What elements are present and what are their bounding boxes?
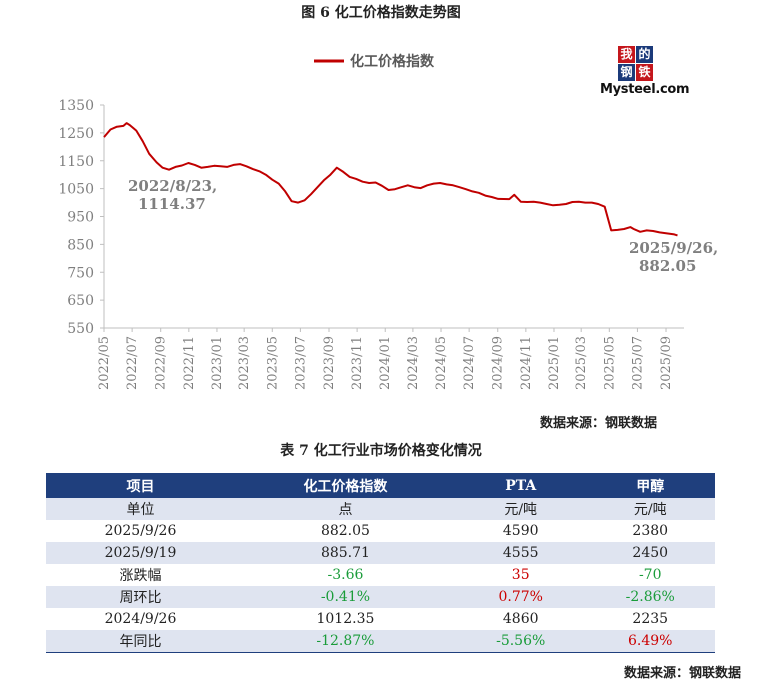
table-cell: 4555 — [455, 542, 586, 564]
x-tick-label: 2024/11 — [519, 336, 534, 390]
table-cell: 涨跌幅 — [119, 568, 162, 584]
figure-title: 图 6 化工价格指数走势图 — [301, 5, 461, 21]
chart-marks — [103, 122, 678, 237]
table-cell: 点 — [234, 498, 456, 520]
table-row: 年同比 -12.87% -5.56% 6.49% — [46, 630, 715, 653]
table-cell: -12.87% — [234, 630, 456, 653]
x-tick-label: 2023/03 — [237, 336, 252, 390]
x-tick-label: 2022/07 — [125, 336, 140, 390]
table-cell: 年同比 — [46, 630, 235, 653]
x-tick-label: 2023/11 — [350, 336, 365, 390]
chart-source: 数据来源：钢联数据 — [540, 416, 658, 431]
table-cell: 2380 — [632, 523, 669, 539]
table-cell: 单位 — [46, 498, 235, 520]
line-chart: 化工价格指数 550 650 750 850 950 1050 1150 1250 1350 20… — [58, 53, 718, 390]
chart-legend: 化工价格指数 — [314, 53, 435, 70]
annotation-label: 2022/8/23, — [128, 177, 217, 195]
x-tick-label: 2025/05 — [602, 336, 617, 390]
annotation-label: 2025/9/26, — [629, 239, 718, 257]
table-cell: 0.77% — [455, 586, 586, 608]
table-cell: 882.05 — [320, 523, 370, 539]
y-tick-label: 650 — [67, 293, 94, 309]
y-tick-label: 950 — [67, 210, 94, 226]
table-cell: -0.41% — [234, 586, 456, 608]
table-header-cell: 项目 — [46, 473, 235, 498]
annotation-label: 1114.37 — [138, 195, 206, 213]
x-tick-label: 2024/01 — [378, 336, 393, 390]
table-cell: 4590 — [502, 523, 539, 539]
table-header-cell: 化工价格指数 — [234, 473, 456, 498]
table-row: 2024/9/26 1012.35 4860 2235 — [46, 608, 715, 630]
y-tick-label: 1150 — [58, 154, 94, 170]
table-cell: 2450 — [585, 542, 715, 564]
table-cell: -3.66 — [327, 567, 364, 583]
annotation-label: 882.05 — [639, 257, 696, 275]
x-tick-label: 2025/09 — [659, 336, 674, 390]
table-row: 周环比 -0.41% 0.77% -2.86% — [46, 586, 715, 608]
x-tick-label: 2024/05 — [434, 336, 449, 390]
y-tick-label: 1250 — [58, 126, 94, 142]
price-change-table: 项目 化工价格指数 PTA 甲醇 单位点元/吨 元/吨 2025/9/26 882.0… — [46, 473, 715, 653]
table-row: 2025/9/26 882.05 4590 2380 — [46, 520, 715, 542]
chart-annotations: 2022/8/23,1114.37 2025/9/26,882.05 — [128, 177, 718, 275]
logo-cell: 钢 — [618, 64, 635, 81]
table-cell: 2025/9/26 — [104, 523, 177, 539]
table-title: 表 7 化工行业市场价格变化情况 — [280, 443, 482, 459]
y-tick-label: 750 — [67, 265, 94, 281]
table-header-cell: PTA — [455, 473, 586, 498]
mysteel-logo: 我 的 钢 铁 Mysteel.com — [600, 46, 690, 100]
table-body: 单位点元/吨 元/吨 2025/9/26 882.05 4590 2380 2025/9/1… — [46, 498, 715, 653]
series-line — [103, 122, 678, 237]
x-tick-label: 2023/07 — [293, 336, 308, 390]
logo-cell: 我 — [618, 46, 635, 63]
table-cell: 2024/9/26 — [104, 611, 177, 627]
table-cell: 2025/9/19 — [46, 542, 235, 564]
x-tick-label: 2025/07 — [630, 336, 645, 390]
table-header-cell: 甲醇 — [585, 473, 715, 498]
x-tick-label: 2023/01 — [210, 336, 225, 390]
table-cell: 885.71 — [234, 542, 456, 564]
x-tick-label: 2022/11 — [182, 336, 197, 390]
x-tick-label: 2022/09 — [154, 336, 169, 390]
table-cell: 元/吨 — [455, 498, 586, 520]
x-tick-label: 2024/07 — [462, 336, 477, 390]
table-cell: -2.86% — [585, 586, 715, 608]
table-cell: -70 — [638, 567, 662, 583]
y-tick-label: 550 — [67, 321, 94, 337]
x-tick-label: 2025/03 — [574, 336, 589, 390]
y-tick-label: 1050 — [58, 182, 94, 198]
x-tick-label: 2024/09 — [491, 336, 506, 390]
y-tick-label: 1350 — [58, 98, 94, 114]
table-cell: 1012.35 — [316, 611, 375, 627]
x-tick-label: 2022/05 — [97, 336, 112, 390]
logo-cell: 铁 — [636, 64, 653, 81]
x-tick-label: 2024/03 — [406, 336, 421, 390]
x-tick-label: 2023/09 — [322, 336, 337, 390]
logo-text: Mysteel.com — [600, 82, 690, 97]
table-header-row: 项目 化工价格指数 PTA 甲醇 — [46, 473, 715, 498]
table-cell: 元/吨 — [585, 498, 715, 520]
table-row: 单位点元/吨 元/吨 — [46, 498, 715, 520]
chart-axes: 550 650 750 850 950 1050 1150 1250 1350 2022/05 20… — [58, 98, 684, 390]
table-cell: 6.49% — [585, 630, 715, 653]
legend-label: 化工价格指数 — [350, 53, 435, 70]
table-source: 数据来源：钢联数据 — [624, 666, 742, 681]
x-tick-label: 2025/01 — [547, 336, 562, 390]
table-row: 涨跌幅 -3.66 35 -70 — [46, 564, 715, 586]
table-cell: -5.56% — [455, 630, 586, 653]
logo-cell: 的 — [636, 46, 653, 63]
table-row: 2025/9/19 885.71 4555 2450 — [46, 542, 715, 564]
y-tick-label: 850 — [67, 237, 94, 253]
table-cell: 35 — [511, 567, 530, 583]
table-cell: 2235 — [632, 611, 669, 627]
table-cell: 4860 — [502, 611, 539, 627]
x-tick-label: 2023/05 — [265, 336, 280, 390]
table-cell: 周环比 — [46, 586, 235, 608]
